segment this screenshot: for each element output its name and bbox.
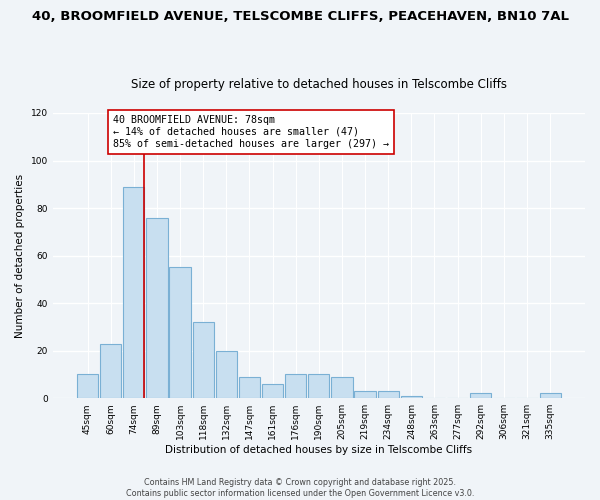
Bar [123, 186, 145, 398]
Bar [285, 374, 307, 398]
Bar [193, 322, 214, 398]
Bar [470, 394, 491, 398]
Bar [539, 394, 561, 398]
Bar [146, 218, 167, 398]
Y-axis label: Number of detached properties: Number of detached properties [15, 174, 25, 338]
Bar [331, 377, 353, 398]
X-axis label: Distribution of detached houses by size in Telscombe Cliffs: Distribution of detached houses by size … [165, 445, 472, 455]
Bar [355, 391, 376, 398]
Bar [308, 374, 329, 398]
Bar [262, 384, 283, 398]
Bar [169, 268, 191, 398]
Bar [100, 344, 121, 398]
Text: Contains HM Land Registry data © Crown copyright and database right 2025.
Contai: Contains HM Land Registry data © Crown c… [126, 478, 474, 498]
Text: 40 BROOMFIELD AVENUE: 78sqm
← 14% of detached houses are smaller (47)
85% of sem: 40 BROOMFIELD AVENUE: 78sqm ← 14% of det… [113, 116, 389, 148]
Bar [215, 350, 237, 398]
Bar [401, 396, 422, 398]
Title: Size of property relative to detached houses in Telscombe Cliffs: Size of property relative to detached ho… [131, 78, 507, 91]
Bar [377, 391, 399, 398]
Bar [77, 374, 98, 398]
Text: 40, BROOMFIELD AVENUE, TELSCOMBE CLIFFS, PEACEHAVEN, BN10 7AL: 40, BROOMFIELD AVENUE, TELSCOMBE CLIFFS,… [32, 10, 569, 23]
Bar [239, 377, 260, 398]
